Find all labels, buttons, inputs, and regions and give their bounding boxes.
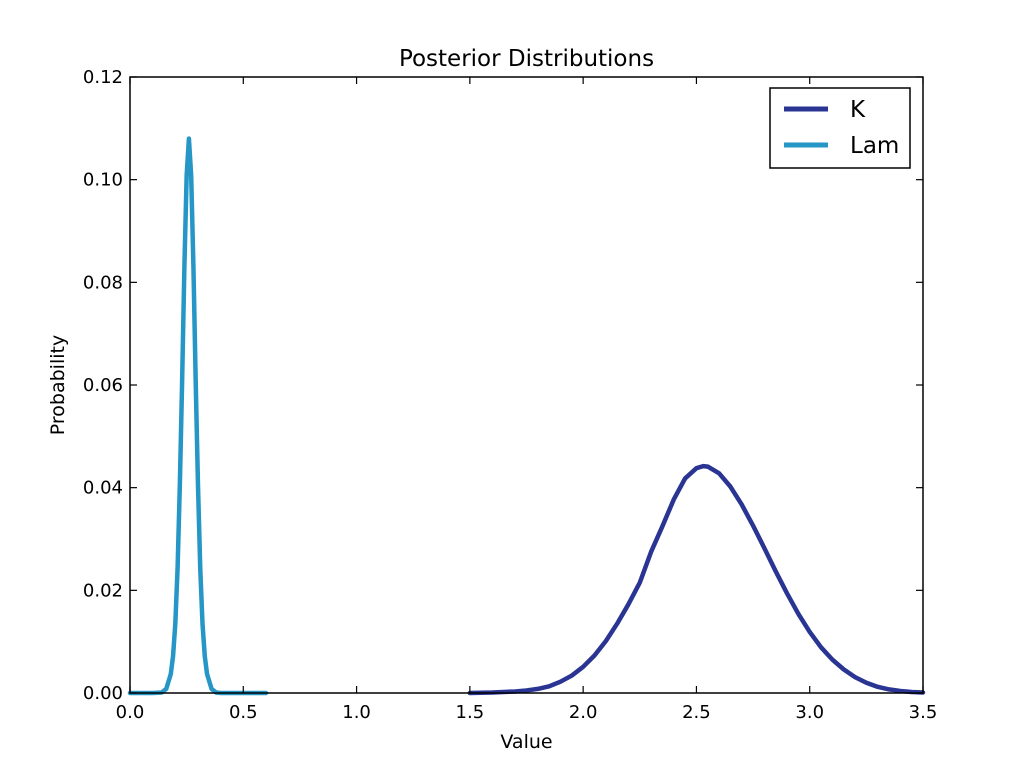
x-tick-label: 0.5 <box>229 702 258 723</box>
plot-frame <box>129 76 924 694</box>
x-tick-label: 0.0 <box>116 702 145 723</box>
x-tick-label: 2.5 <box>682 702 711 723</box>
series-line-lam <box>127 136 269 696</box>
series-line-k <box>467 463 926 696</box>
x-axis-label: Value <box>500 731 552 753</box>
y-tick-label: 0.08 <box>83 272 123 293</box>
legend: K Lam <box>769 87 911 169</box>
legend-box <box>769 87 911 169</box>
axis-ticks: 0.0 0.5 1.0 1.5 2.0 2.5 3.0 3.5 0.00 0.02 0.04 0.06… <box>83 67 937 723</box>
y-tick-label: 0.10 <box>83 170 123 191</box>
x-tick-label: 3.5 <box>909 702 938 723</box>
x-tick-label: 3.0 <box>795 702 824 723</box>
legend-label-k: K <box>850 97 866 123</box>
x-tick-label: 1.5 <box>456 702 485 723</box>
chart-title: Posterior Distributions <box>399 46 654 72</box>
y-tick-label: 0.00 <box>83 683 123 704</box>
legend-label-lam: Lam <box>850 133 899 159</box>
x-tick-label: 2.0 <box>569 702 598 723</box>
series-lines <box>127 136 926 696</box>
y-tick-label: 0.02 <box>83 580 123 601</box>
y-tick-label: 0.06 <box>83 375 123 396</box>
x-tick-label: 1.0 <box>342 702 371 723</box>
y-tick-label: 0.12 <box>83 67 123 88</box>
y-tick-label: 0.04 <box>83 478 123 499</box>
y-axis-label: Probability <box>47 335 69 435</box>
